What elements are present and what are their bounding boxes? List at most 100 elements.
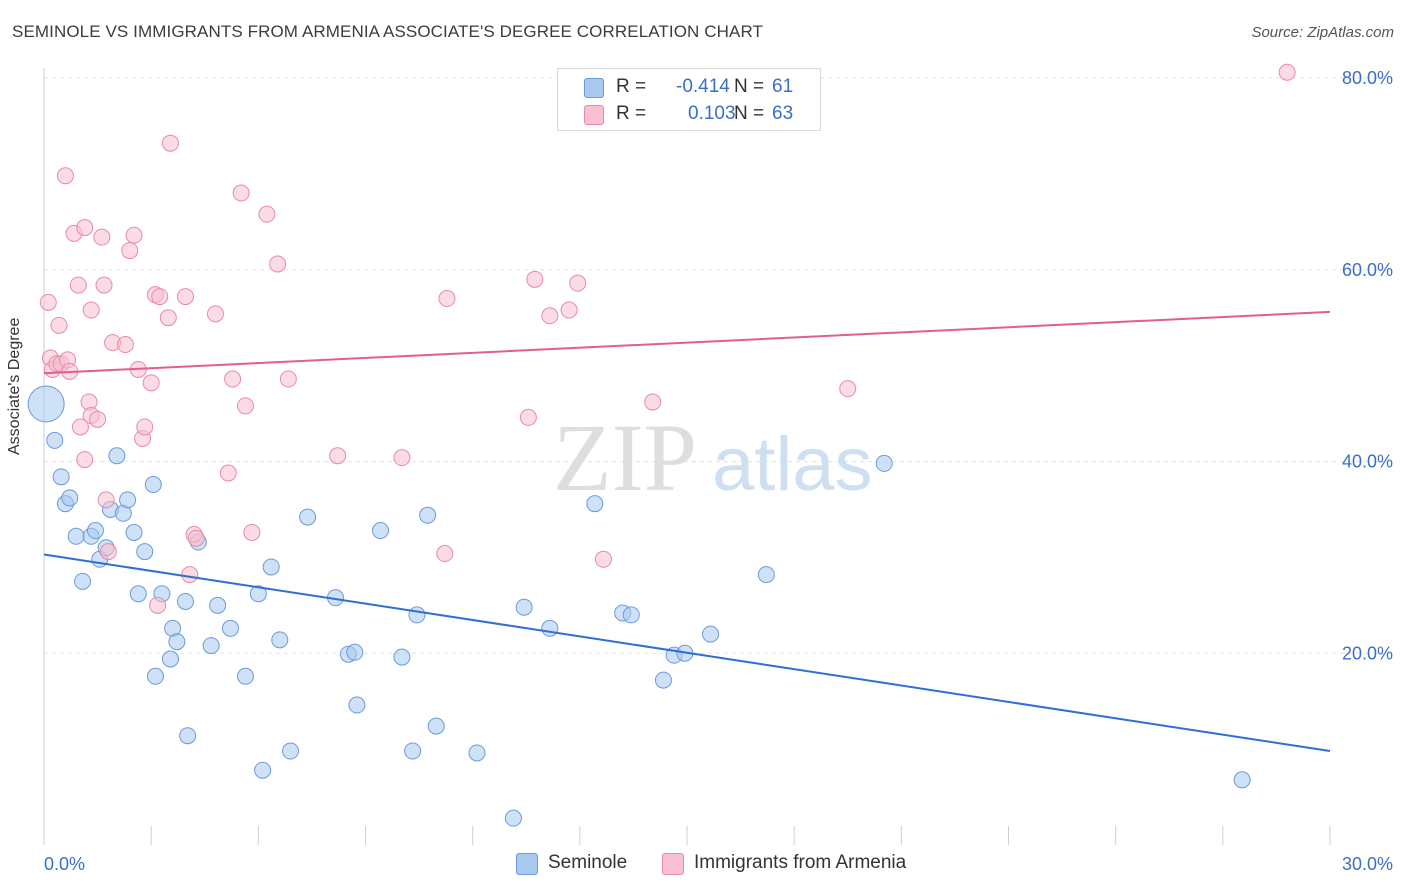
trend-lines bbox=[43, 310, 1331, 753]
axes bbox=[43, 68, 1331, 845]
armenia-point bbox=[279, 370, 297, 388]
source-note: Source: ZipAtlas.com bbox=[1251, 24, 1394, 41]
grid-lines bbox=[44, 77, 1392, 654]
watermark: ZIP atlas bbox=[553, 404, 873, 511]
legend-swatch-seminole bbox=[584, 78, 604, 98]
seminole-point bbox=[404, 742, 422, 760]
r-value: -0.414 bbox=[676, 76, 730, 97]
seminole-point bbox=[348, 696, 366, 714]
armenia-point bbox=[99, 543, 117, 561]
seminole-point bbox=[408, 606, 426, 624]
seminole-point bbox=[61, 489, 79, 507]
seminole-point bbox=[541, 619, 559, 637]
armenia-point bbox=[269, 255, 287, 273]
seminole-point bbox=[1233, 771, 1251, 789]
legend-label-seminole: Seminole bbox=[548, 852, 628, 873]
seminole-point bbox=[161, 650, 179, 668]
armenia-point bbox=[50, 316, 68, 334]
armenia-point bbox=[125, 226, 143, 244]
correlation-legend: R = -0.414 N = 61 R = 0.103 N = 63 bbox=[557, 68, 821, 131]
armenia-point bbox=[71, 418, 89, 436]
armenia-point bbox=[93, 228, 111, 246]
armenia-point bbox=[236, 397, 254, 415]
armenia-point bbox=[206, 305, 224, 323]
armenia-point bbox=[151, 288, 169, 306]
watermark-zip: ZIP bbox=[553, 404, 697, 511]
armenia-point bbox=[161, 134, 179, 152]
r-value: 0.103 bbox=[688, 103, 736, 124]
seminole-point bbox=[209, 596, 227, 614]
seminole-point bbox=[586, 495, 604, 513]
n-value: 63 bbox=[772, 103, 794, 124]
x-tick-label: 0.0% bbox=[44, 854, 85, 874]
legend-label-armenia: Immigrants from Armenia bbox=[694, 852, 907, 873]
armenia-point bbox=[159, 309, 177, 327]
chart-title: SEMINOLE VS IMMIGRANTS FROM ARMENIA ASSO… bbox=[12, 22, 764, 41]
armenia-point bbox=[644, 393, 662, 411]
armenia-point bbox=[116, 336, 134, 354]
seminole-point bbox=[129, 585, 147, 603]
armenia-point bbox=[243, 523, 261, 541]
armenia-point bbox=[560, 301, 578, 319]
seminole-point bbox=[221, 619, 239, 637]
armenia-point bbox=[224, 370, 242, 388]
watermark-atlas: atlas bbox=[712, 422, 873, 507]
seminole-point bbox=[176, 592, 194, 610]
armenia-point bbox=[136, 418, 154, 436]
armenia-point bbox=[839, 380, 857, 398]
seminole-point bbox=[281, 742, 299, 760]
series-legend: Seminole Immigrants from Armenia bbox=[0, 852, 1406, 878]
seminole-point bbox=[236, 667, 254, 685]
n-value: 61 bbox=[772, 76, 794, 97]
armenia-point bbox=[519, 408, 537, 426]
seminole-point bbox=[52, 468, 70, 486]
armenia-point bbox=[436, 545, 454, 563]
armenia-point bbox=[1278, 63, 1296, 81]
seminole-point bbox=[74, 572, 92, 590]
seminole-point bbox=[757, 566, 775, 584]
seminole-point bbox=[271, 631, 289, 649]
armenia-point bbox=[258, 205, 276, 223]
legend-swatch-seminole bbox=[516, 853, 538, 875]
seminole-point bbox=[254, 761, 272, 779]
n-label: N = bbox=[734, 76, 765, 97]
n-label: N = bbox=[734, 103, 765, 124]
y-tick-label: 80.0% bbox=[1342, 68, 1393, 88]
y-tick-label: 40.0% bbox=[1342, 452, 1393, 472]
seminole-point bbox=[86, 522, 104, 540]
seminole-point bbox=[393, 648, 411, 666]
tick-labels: 20.0% 40.0% 60.0% 80.0% 0.0% 30.0% bbox=[44, 68, 1393, 874]
seminole-point bbox=[468, 744, 486, 762]
armenia-point bbox=[95, 276, 113, 294]
legend-swatch-armenia bbox=[584, 105, 604, 125]
seminole-point bbox=[146, 667, 164, 685]
x-tick-label: 30.0% bbox=[1342, 854, 1393, 874]
seminole-point bbox=[67, 527, 85, 545]
seminole-point bbox=[622, 606, 640, 624]
armenia-point bbox=[569, 274, 587, 292]
armenia-point bbox=[121, 242, 139, 260]
armenia-point bbox=[329, 447, 347, 465]
seminole-point bbox=[179, 727, 197, 745]
armenia-point bbox=[438, 290, 456, 308]
seminole-point bbox=[46, 431, 64, 449]
armenia-point bbox=[541, 307, 559, 325]
armenia-point bbox=[232, 184, 250, 202]
armenia-point bbox=[76, 219, 94, 237]
seminole-point bbox=[875, 454, 893, 472]
armenia-point bbox=[149, 596, 167, 614]
armenia-point bbox=[594, 550, 612, 568]
armenia-point bbox=[393, 449, 411, 467]
seminole-point bbox=[119, 491, 137, 509]
seminole-point bbox=[372, 522, 390, 540]
seminole-point bbox=[262, 558, 280, 576]
seminole-point bbox=[515, 598, 533, 616]
seminole-point bbox=[125, 523, 143, 541]
seminole-point bbox=[108, 447, 126, 465]
seminole-trend-line bbox=[43, 553, 1331, 753]
armenia-point bbox=[76, 451, 94, 469]
seminole-point bbox=[136, 543, 154, 561]
armenia-point bbox=[82, 301, 100, 319]
seminole-point bbox=[202, 637, 220, 655]
